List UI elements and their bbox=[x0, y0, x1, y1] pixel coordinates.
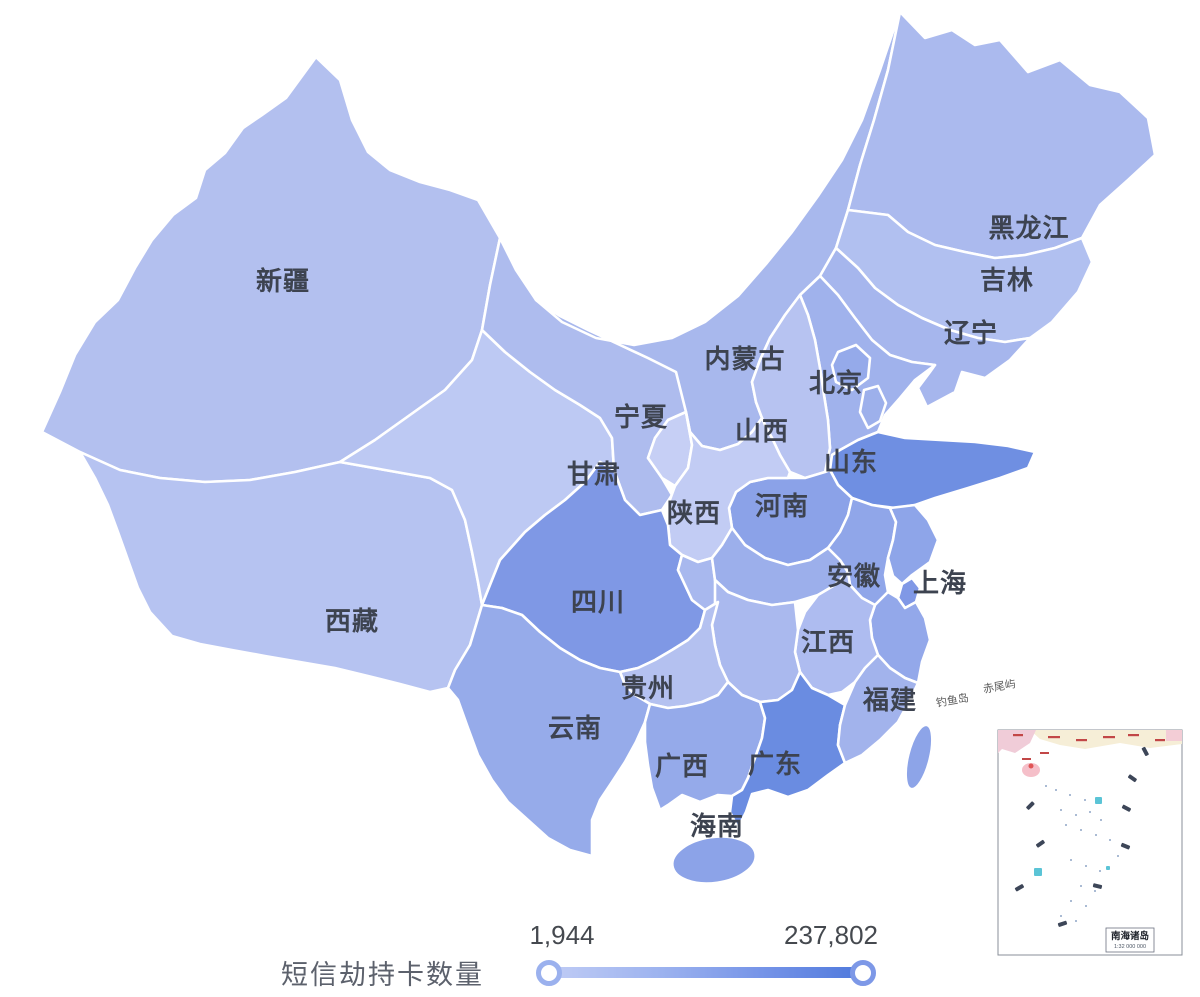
province-label-neimenggu: 内蒙古 bbox=[704, 344, 785, 374]
province-label-anhui: 安徽 bbox=[827, 561, 881, 591]
legend-min-handle[interactable] bbox=[536, 960, 562, 986]
province-label-jiangxi: 江西 bbox=[801, 627, 855, 657]
legend-title: 短信劫持卡数量 bbox=[281, 960, 484, 990]
province-label-jilin: 吉林 bbox=[980, 265, 1034, 295]
inset-title: 南海诸岛 bbox=[1111, 930, 1149, 942]
province-xizang[interactable] bbox=[78, 450, 484, 694]
province-label-heilongjiang: 黑龙江 bbox=[988, 213, 1069, 243]
province-label-beijing: 北京 bbox=[809, 368, 863, 398]
province-taiwan[interactable] bbox=[900, 722, 937, 791]
province-label-xizang: 西藏 bbox=[325, 606, 379, 636]
inset-island-specks bbox=[1045, 785, 1119, 922]
province-label-hainan: 海南 bbox=[690, 811, 744, 841]
inset-sea-name-marks bbox=[1034, 797, 1110, 876]
province-label-shaanxi: 陕西 bbox=[667, 498, 721, 528]
province-label-henan: 河南 bbox=[755, 491, 809, 521]
inset-hainan-island bbox=[1022, 763, 1040, 777]
province-tianjin[interactable] bbox=[858, 384, 888, 430]
province-label-liaoning: 辽宁 bbox=[944, 318, 998, 348]
legend-min-value: 1,944 bbox=[529, 920, 595, 950]
province-label-gansu: 甘肃 bbox=[567, 459, 621, 489]
province-label-shandong: 山东 bbox=[824, 447, 878, 477]
province-label-guangxi: 广西 bbox=[655, 751, 709, 781]
province-label-xinjiang: 新疆 bbox=[256, 266, 310, 296]
province-shaanxi[interactable] bbox=[666, 410, 792, 564]
province-guangdong[interactable] bbox=[728, 670, 847, 830]
legend-max-handle[interactable] bbox=[850, 960, 876, 986]
inset-red-text-marks bbox=[1013, 734, 1165, 760]
province-label-fujian: 福建 bbox=[862, 685, 917, 715]
legend-gradient-track[interactable] bbox=[549, 967, 863, 978]
province-hainan[interactable] bbox=[669, 831, 759, 888]
inset-land-west bbox=[998, 730, 1036, 753]
south-china-sea-inset: 南海诸岛 1:32 000 000 bbox=[997, 729, 1183, 956]
inset-land-east bbox=[1166, 730, 1182, 741]
province-shandong[interactable] bbox=[828, 430, 1037, 510]
province-label-guangdong: 广东 bbox=[748, 749, 802, 779]
island-annotation-1: 赤尾屿 bbox=[982, 677, 1017, 696]
province-label-yunnan: 云南 bbox=[548, 713, 602, 743]
province-fujian[interactable] bbox=[836, 653, 920, 765]
nine-dash-line bbox=[1014, 746, 1149, 927]
province-jiangxi[interactable] bbox=[793, 570, 880, 697]
inset-title-box bbox=[1105, 927, 1155, 953]
legend-max-value: 237,802 bbox=[784, 920, 878, 950]
island-annotation-0: 钓鱼岛 bbox=[935, 690, 970, 710]
inset-city-dot bbox=[1028, 763, 1034, 769]
province-label-sichuan: 四川 bbox=[571, 587, 625, 617]
inset-land-mainland bbox=[1030, 730, 1182, 749]
inset-scale: 1:32 000 000 bbox=[1114, 944, 1146, 950]
province-label-shanghai: 上海 bbox=[913, 568, 967, 598]
province-beijing[interactable] bbox=[830, 343, 872, 392]
province-yunnan[interactable] bbox=[446, 603, 652, 858]
province-label-ningxia: 宁夏 bbox=[614, 402, 668, 432]
province-label-guizhou: 贵州 bbox=[621, 673, 675, 703]
province-label-shanxi: 山西 bbox=[735, 416, 789, 446]
inset-frame bbox=[997, 729, 1183, 956]
